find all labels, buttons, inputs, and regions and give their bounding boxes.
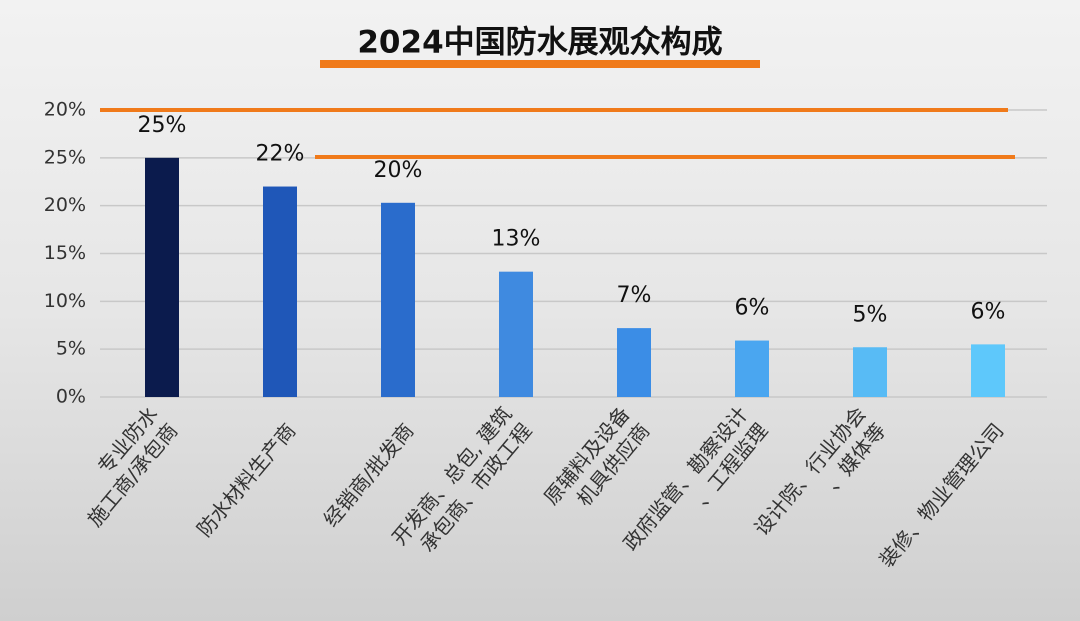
y-tick-label: 10% (44, 290, 86, 312)
value-label: 20% (374, 158, 423, 183)
chart-title: 2024中国防水展观众构成 (357, 25, 722, 61)
bar (263, 186, 297, 397)
bar (499, 271, 533, 397)
value-label: 5% (853, 302, 888, 327)
y-tick-label: 5% (56, 338, 86, 360)
bar (853, 347, 887, 397)
value-label: 7% (617, 283, 652, 308)
bar (381, 202, 415, 397)
title-underline (320, 60, 760, 68)
value-label: 6% (971, 299, 1006, 324)
y-tick-label: 20% (44, 99, 86, 121)
bar (617, 328, 651, 397)
y-tick-label: 0% (56, 386, 86, 408)
value-label: 13% (492, 227, 541, 252)
value-label: 6% (735, 296, 770, 321)
value-label: 22% (256, 142, 305, 167)
bar (971, 344, 1005, 397)
value-label: 25% (138, 113, 187, 138)
bar (145, 157, 179, 397)
y-tick-label: 25% (44, 146, 86, 168)
bar (735, 340, 769, 397)
y-tick-label: 20% (44, 194, 86, 216)
y-tick-label: 15% (44, 242, 86, 264)
